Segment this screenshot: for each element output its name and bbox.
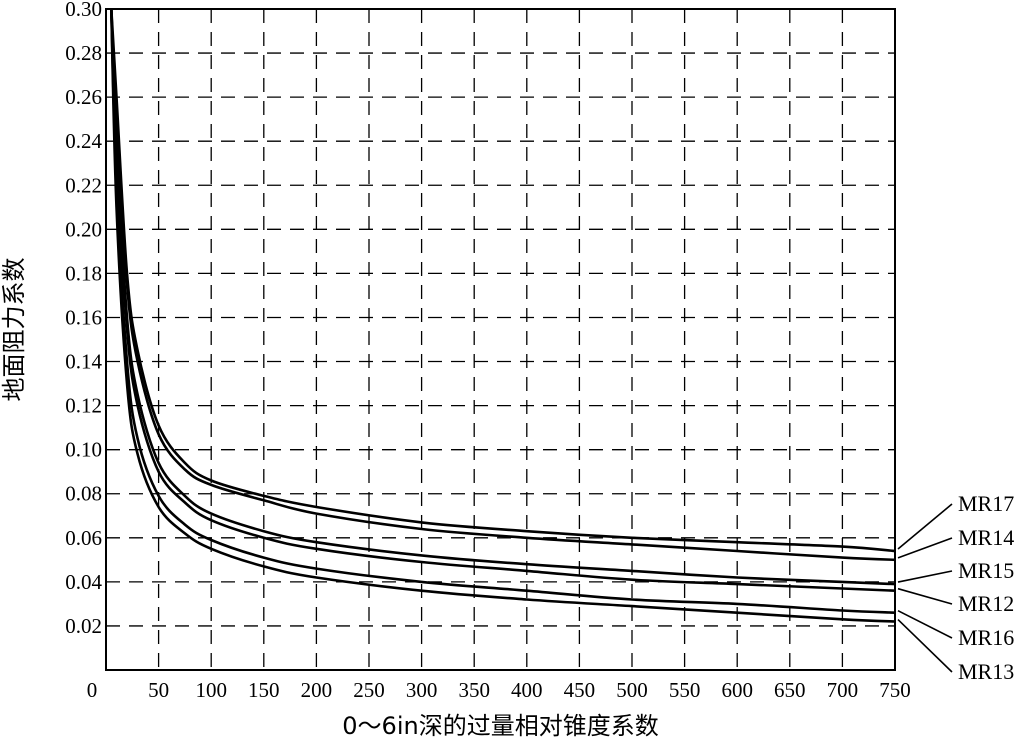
legend-label: MR12: [958, 591, 1014, 616]
x-tick-label: 100: [195, 678, 227, 702]
y-tick-label: 0.26: [65, 85, 102, 109]
legend: MR17 MR14 MR15 MR12 MR16 MR13: [897, 491, 1014, 684]
x-tick-label: 400: [511, 678, 543, 702]
legend-label: MR13: [958, 659, 1014, 684]
x-tick-label: 500: [616, 678, 648, 702]
y-tick-label: 0.18: [65, 261, 102, 285]
x-tick-label: 550: [669, 678, 701, 702]
y-tick-label: 0.22: [65, 173, 102, 197]
y-tick-label: 0.12: [65, 394, 102, 418]
series-line-mr13: [110, 8, 896, 623]
series-line-mr16: [110, 8, 896, 614]
legend-leader-line: [897, 618, 953, 673]
legend-leader-line: [897, 570, 953, 583]
x-tick-label: 350: [458, 678, 490, 702]
x-tick-label: 600: [721, 678, 753, 702]
series-lines: [110, 8, 896, 623]
series-line-mr14: [110, 8, 896, 562]
y-tick-label: 0.16: [65, 305, 102, 329]
x-tick-label: 700: [827, 678, 859, 702]
x-tick-label: 300: [406, 678, 438, 702]
y-tick-label: 0.14: [65, 350, 102, 374]
x-tick-label: 50: [148, 678, 169, 702]
y-tick-label: 0.10: [65, 438, 102, 462]
x-tick-label: 250: [353, 678, 385, 702]
legend-leader-line: [897, 609, 953, 639]
y-tick-label: 0.24: [65, 129, 102, 153]
x-tick-label: 450: [564, 678, 596, 702]
x-tick-label: 650: [774, 678, 806, 702]
legend-leader-line: [897, 537, 953, 559]
x-tick-label: 200: [301, 678, 333, 702]
y-tick-label: 0.02: [65, 614, 102, 638]
y-tick-label: 0.06: [65, 526, 102, 550]
legend-label: MR14: [958, 525, 1014, 550]
x-tick-label: 150: [248, 678, 280, 702]
legend-label: MR16: [958, 625, 1014, 650]
grid-lines: [106, 9, 895, 670]
legend-label: MR15: [958, 558, 1014, 583]
y-tick-label: 0.30: [65, 0, 102, 21]
legend-leader-line: [897, 503, 953, 550]
legend-label: MR17: [958, 491, 1014, 516]
plot-frame: [105, 8, 896, 671]
series-line-mr15: [110, 8, 896, 586]
y-tick-label: 0.20: [65, 217, 102, 241]
x-tick-label: 750: [879, 678, 911, 702]
y-axis-title: 地面阻力系数: [0, 258, 28, 402]
y-tick-label: 0.04: [65, 570, 102, 594]
y-tick-label: 0.28: [65, 41, 102, 65]
y-axis-ticks: 0.02 0.04 0.06 0.08 0.10 0.12 0.14 0.16 0.18 0.20…: [65, 0, 102, 638]
y-tick-label: 0.08: [65, 482, 102, 506]
series-line-mr17: [110, 8, 896, 553]
legend-leader-line: [897, 587, 953, 605]
x-axis-title: 0～6in深的过量相对锥度系数: [342, 712, 658, 740]
x-tick-label: 0: [87, 678, 98, 702]
series-line-mr12: [110, 8, 896, 592]
x-axis-ticks: 0 50 100 150 200 250 300 350 400 450 500 550 600 650 7…: [87, 678, 911, 702]
